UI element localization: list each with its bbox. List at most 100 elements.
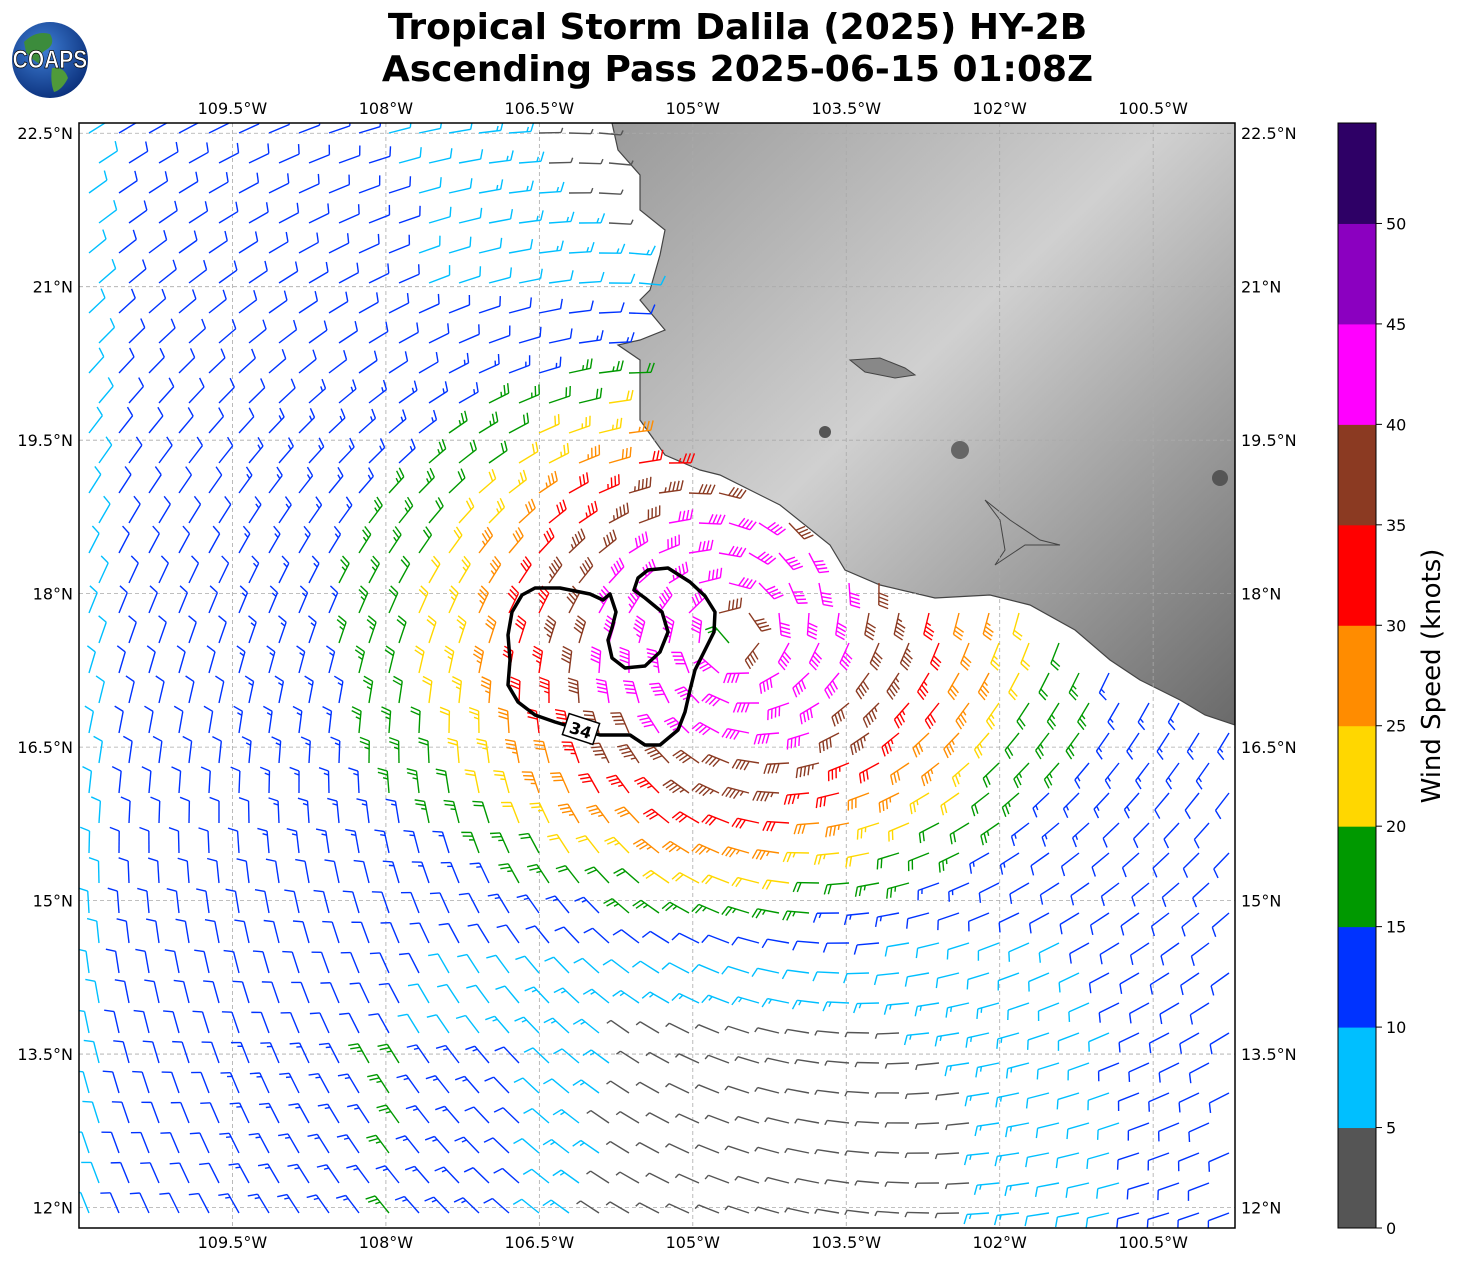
wind-barb <box>406 1044 430 1064</box>
wind-barb <box>694 1204 720 1214</box>
wind-barb <box>553 987 580 1004</box>
wind-barb <box>691 843 720 855</box>
wind-barb <box>322 920 340 944</box>
wind-barb <box>483 1197 510 1214</box>
wind-barb <box>1062 792 1080 819</box>
wind-barb <box>388 585 399 614</box>
wind-barb <box>208 525 221 554</box>
wind-barb <box>996 1032 1020 1049</box>
colorbar: 0 5 10 15 20 25 30 35 40 45 50 <box>1337 122 1406 1238</box>
wind-barb <box>424 1196 450 1214</box>
wind-barb <box>472 645 485 674</box>
wind-barb <box>1008 942 1030 962</box>
wind-barb <box>218 1193 240 1214</box>
wind-barb <box>1152 852 1170 878</box>
wind-barb <box>428 953 450 974</box>
wind-barb <box>878 792 900 813</box>
wind-barb <box>632 899 660 914</box>
wind-barb <box>188 201 209 224</box>
wind-barb <box>203 980 220 1004</box>
lat-tick-right: 15°N <box>1241 892 1281 911</box>
wind-barb <box>107 887 120 914</box>
wind-barb <box>248 437 264 464</box>
wind-barb <box>1208 1152 1230 1172</box>
wind-barb <box>1181 912 1200 937</box>
wind-barb <box>507 585 520 614</box>
wind-barb <box>88 585 98 614</box>
wind-barb <box>278 261 299 284</box>
wind-barb <box>608 502 630 524</box>
wind-barb <box>212 735 223 764</box>
wind-barb <box>884 1181 910 1187</box>
wind-barb <box>182 735 193 764</box>
wind-barb <box>148 585 158 614</box>
wind-barb <box>313 889 330 914</box>
wind-barb <box>690 615 703 644</box>
wind-barb <box>906 912 930 929</box>
wind-barb <box>336 1134 360 1154</box>
logo-text: COAPS <box>13 45 88 73</box>
wind-barb <box>814 1030 840 1036</box>
wind-barb <box>1119 972 1140 995</box>
wind-barb <box>793 822 820 835</box>
wind-barb <box>1100 882 1120 907</box>
wind-barb <box>641 991 670 1004</box>
wind-barb <box>268 123 290 134</box>
wind-barb <box>584 866 610 884</box>
wind-barb <box>944 1182 970 1190</box>
wind-barb <box>518 210 544 224</box>
wind-barb <box>552 1108 580 1124</box>
lon-tick-top: 100.5°W <box>1118 99 1188 118</box>
wind-barb <box>721 965 750 975</box>
wind-barb <box>508 180 534 194</box>
wind-barb <box>497 707 510 734</box>
wind-barb <box>1189 1002 1210 1025</box>
wind-barb <box>598 417 623 434</box>
wind-barb <box>142 1040 160 1064</box>
wind-barb <box>993 1212 1020 1226</box>
wind-barb <box>316 1164 340 1184</box>
wind-barb <box>410 706 421 734</box>
wind-barb <box>489 832 510 854</box>
wind-barb <box>554 926 580 944</box>
wind-barb <box>1091 852 1110 877</box>
wind-barb <box>268 231 289 254</box>
lon-tick-bottom: 102°W <box>973 1233 1028 1252</box>
wind-barb <box>523 1108 550 1124</box>
wind-barb <box>465 1045 490 1064</box>
wind-barb <box>915 942 940 959</box>
lon-tick-bottom: 106.5°W <box>505 1233 575 1252</box>
wind-barb <box>1072 822 1090 848</box>
wind-barb <box>244 675 255 704</box>
wind-barb <box>298 173 320 194</box>
wind-contour-34kt: 34 <box>506 566 717 747</box>
wind-barb <box>1041 822 1060 847</box>
wind-barb <box>340 951 360 974</box>
wind-barb <box>568 415 591 434</box>
wind-barb <box>1161 882 1180 908</box>
wind-barb <box>488 440 508 464</box>
wind-barb <box>1156 732 1170 760</box>
wind-barb <box>552 1169 580 1184</box>
wind-barb <box>893 612 906 641</box>
wind-barb <box>1214 792 1230 820</box>
wind-barb <box>128 141 149 164</box>
wind-barb <box>1046 702 1060 731</box>
wind-barb <box>228 1162 250 1184</box>
wind-barb <box>268 797 280 824</box>
wind-barb <box>114 705 124 734</box>
wind-barb <box>934 1032 960 1047</box>
wind-barb <box>935 972 960 989</box>
wind-barb <box>612 989 640 1004</box>
wind-barb <box>977 942 1000 961</box>
wind-barb <box>1157 1182 1180 1201</box>
wind-barb <box>261 981 280 1004</box>
wind-barb <box>645 1051 670 1064</box>
wind-barb <box>398 322 419 344</box>
wind-barb <box>88 857 100 884</box>
lon-tick-top: 103.5°W <box>811 99 881 118</box>
wind-barb <box>924 702 940 730</box>
wind-barb <box>376 1104 400 1124</box>
wind-barb <box>759 672 780 694</box>
wind-barb <box>792 881 820 893</box>
